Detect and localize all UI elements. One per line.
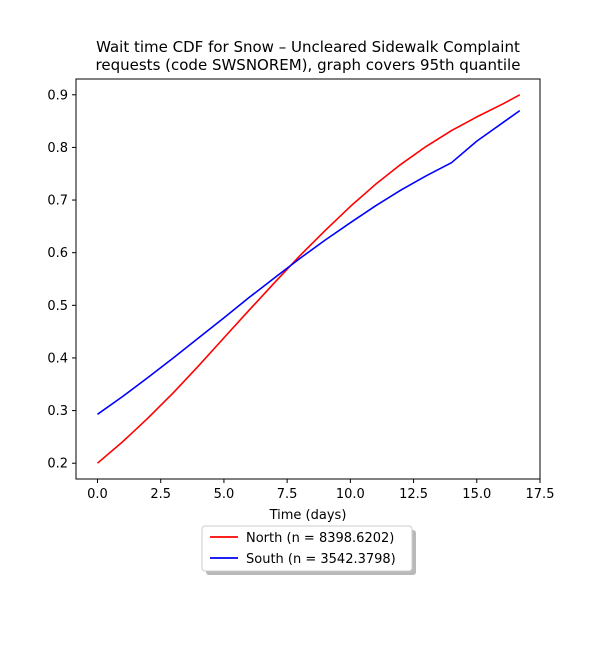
chart-title-line2: requests (code SWSNOREM), graph covers 9… [96, 56, 521, 74]
series-line-south [97, 109, 521, 415]
y-tick-label: 0.4 [47, 351, 68, 366]
legend: North (n = 8398.6202) South (n = 3542.379… [201, 525, 416, 575]
x-tick-label: 0.0 [87, 487, 108, 502]
x-tick-label: 17.5 [526, 487, 555, 502]
x-tick-label: 10.0 [336, 487, 365, 502]
series-lines [96, 94, 521, 464]
chart-title-line1: Wait time CDF for Snow – Uncleared Sidew… [96, 38, 520, 56]
x-tick-label: 12.5 [399, 487, 428, 502]
y-axis-ticks: 0.2 0.3 0.4 0.5 0.6 0.7 0.8 0.9 [47, 88, 76, 472]
plot-area [75, 78, 541, 480]
legend-box [201, 525, 413, 572]
y-tick-label: 0.3 [47, 404, 68, 419]
legend-label: South (n = 3542.3798) [246, 552, 396, 567]
x-tick-label: 5.0 [214, 487, 235, 502]
x-tick-label: 15.0 [462, 487, 491, 502]
series-line-north [96, 94, 521, 464]
y-tick-label: 0.9 [47, 88, 68, 103]
x-axis-label: Time (days) [269, 508, 347, 523]
x-tick-label: 7.5 [277, 487, 298, 502]
legend-label: North (n = 8398.6202) [246, 531, 394, 546]
legend-items: North (n = 8398.6202) South (n = 3542.379… [210, 531, 396, 567]
x-axis-ticks: 0.0 2.5 5.0 7.5 10.0 12.5 15.0 17.5 [87, 479, 554, 502]
y-tick-label: 0.7 [47, 194, 68, 209]
x-tick-label: 2.5 [150, 487, 171, 502]
y-tick-label: 0.2 [47, 457, 68, 472]
y-tick-label: 0.6 [47, 246, 68, 261]
y-tick-label: 0.8 [47, 141, 68, 156]
y-tick-label: 0.5 [47, 299, 68, 314]
